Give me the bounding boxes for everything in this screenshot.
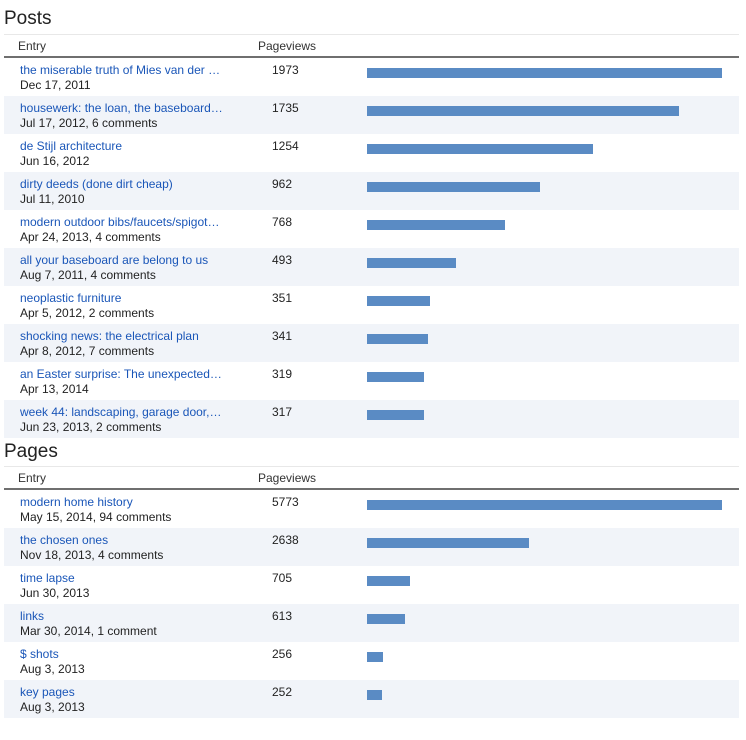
table-row: modern outdoor bibs/faucets/spigot… Apr … bbox=[4, 210, 739, 248]
pages-header-pageviews: Pageviews bbox=[258, 471, 317, 485]
pageviews-value: 317 bbox=[272, 405, 293, 419]
entry-link[interactable]: dirty deeds (done dirt cheap) bbox=[20, 177, 173, 191]
pageviews-bar bbox=[367, 68, 722, 78]
pageviews-bar bbox=[367, 410, 424, 420]
entry-meta: Jul 11, 2010 bbox=[20, 192, 85, 206]
pageviews-value: 256 bbox=[272, 647, 293, 661]
posts-section-title: Posts bbox=[4, 8, 52, 29]
table-row: the miserable truth of Mies van der … De… bbox=[4, 58, 739, 96]
pageviews-bar bbox=[367, 220, 505, 230]
entry-meta: May 15, 2014, 94 comments bbox=[20, 510, 172, 524]
entry-meta: Apr 8, 2012, 7 comments bbox=[20, 344, 155, 358]
pageviews-bar bbox=[367, 614, 405, 624]
entry-meta: Nov 18, 2013, 4 comments bbox=[20, 548, 164, 562]
table-row: week 44: landscaping, garage door,… Jun … bbox=[4, 400, 739, 438]
table-row: time lapse Jun 30, 2013 705 bbox=[4, 566, 739, 604]
entry-link[interactable]: week 44: landscaping, garage door,… bbox=[20, 405, 222, 419]
pageviews-value: 768 bbox=[272, 215, 293, 229]
pageviews-value: 493 bbox=[272, 253, 293, 267]
entry-meta: Dec 17, 2011 bbox=[20, 78, 91, 92]
pageviews-bar bbox=[367, 182, 540, 192]
posts-header-entry: Entry bbox=[18, 39, 47, 53]
pageviews-value: 1735 bbox=[272, 101, 299, 115]
table-row: de Stijl architecture Jun 16, 2012 1254 bbox=[4, 134, 739, 172]
table-row: modern home history May 15, 2014, 94 com… bbox=[4, 490, 739, 528]
pageviews-value: 341 bbox=[272, 329, 293, 343]
entry-link[interactable]: time lapse bbox=[20, 571, 75, 585]
entry-meta: Jun 23, 2013, 2 comments bbox=[20, 420, 162, 434]
pages-section-title: Pages bbox=[4, 441, 58, 462]
entry-link[interactable]: the miserable truth of Mies van der … bbox=[20, 63, 221, 77]
pageviews-bar bbox=[367, 576, 410, 586]
pageviews-value: 1973 bbox=[272, 63, 299, 77]
pageviews-bar bbox=[367, 538, 529, 548]
pageviews-value: 2638 bbox=[272, 533, 299, 547]
pages-table: Entry Pageviews modern home history May … bbox=[4, 466, 739, 718]
entry-meta: Aug 3, 2013 bbox=[20, 700, 85, 714]
pageviews-value: 613 bbox=[272, 609, 293, 623]
posts-rows: the miserable truth of Mies van der … De… bbox=[4, 58, 739, 438]
entry-link[interactable]: links bbox=[20, 609, 45, 623]
entry-link[interactable]: modern home history bbox=[20, 495, 133, 509]
entry-meta: Apr 13, 2014 bbox=[20, 382, 89, 396]
pageviews-bar bbox=[367, 690, 382, 700]
entry-meta: Aug 3, 2013 bbox=[20, 662, 85, 676]
pages-header-entry: Entry bbox=[18, 471, 47, 485]
table-row: housewerk: the loan, the baseboard… Jul … bbox=[4, 96, 739, 134]
pageviews-bar bbox=[367, 258, 456, 268]
entry-link[interactable]: modern outdoor bibs/faucets/spigot… bbox=[20, 215, 220, 229]
entry-link[interactable]: $ shots bbox=[20, 647, 59, 661]
entry-link[interactable]: all your baseboard are belong to us bbox=[20, 253, 209, 267]
table-row: shocking news: the electrical plan Apr 8… bbox=[4, 324, 739, 362]
table-row: an Easter surprise: The unexpected… Apr … bbox=[4, 362, 739, 400]
table-row: dirty deeds (done dirt cheap) Jul 11, 20… bbox=[4, 172, 739, 210]
entry-meta: Apr 24, 2013, 4 comments bbox=[20, 230, 161, 244]
posts-header-pageviews: Pageviews bbox=[258, 39, 317, 53]
entry-link[interactable]: an Easter surprise: The unexpected… bbox=[20, 367, 222, 381]
pageviews-bar bbox=[367, 372, 424, 382]
table-row: neoplastic furniture Apr 5, 2012, 2 comm… bbox=[4, 286, 739, 324]
pageviews-value: 319 bbox=[272, 367, 293, 381]
entry-link[interactable]: de Stijl architecture bbox=[20, 139, 123, 153]
entry-meta: Apr 5, 2012, 2 comments bbox=[20, 306, 155, 320]
pageviews-bar bbox=[367, 144, 593, 154]
pageviews-value: 1254 bbox=[272, 139, 299, 153]
entry-link[interactable]: shocking news: the electrical plan bbox=[20, 329, 199, 343]
pages-rows: modern home history May 15, 2014, 94 com… bbox=[4, 490, 739, 718]
pages-table-header: Entry Pageviews bbox=[4, 466, 739, 490]
entry-meta: Jul 17, 2012, 6 comments bbox=[20, 116, 158, 130]
entry-link[interactable]: housewerk: the loan, the baseboard… bbox=[20, 101, 223, 115]
pageviews-bar bbox=[367, 652, 383, 662]
pageviews-bar bbox=[367, 334, 428, 344]
entry-link[interactable]: neoplastic furniture bbox=[20, 291, 122, 305]
pageviews-value: 252 bbox=[272, 685, 293, 699]
entry-meta: Mar 30, 2014, 1 comment bbox=[20, 624, 157, 638]
pageviews-value: 962 bbox=[272, 177, 293, 191]
entry-meta: Jun 30, 2013 bbox=[20, 586, 90, 600]
table-row: $ shots Aug 3, 2013 256 bbox=[4, 642, 739, 680]
posts-table: Entry Pageviews the miserable truth of M… bbox=[4, 34, 739, 438]
table-row: key pages Aug 3, 2013 252 bbox=[4, 680, 739, 718]
entry-link[interactable]: key pages bbox=[20, 685, 75, 699]
table-row: links Mar 30, 2014, 1 comment 613 bbox=[4, 604, 739, 642]
entry-meta: Jun 16, 2012 bbox=[20, 154, 90, 168]
pageviews-value: 5773 bbox=[272, 495, 299, 509]
table-row: the chosen ones Nov 18, 2013, 4 comments… bbox=[4, 528, 739, 566]
pageviews-value: 351 bbox=[272, 291, 293, 305]
pageviews-bar bbox=[367, 106, 679, 116]
pageviews-value: 705 bbox=[272, 571, 293, 585]
pageviews-bar bbox=[367, 296, 430, 306]
posts-table-header: Entry Pageviews bbox=[4, 34, 739, 58]
pageviews-bar bbox=[367, 500, 722, 510]
entry-meta: Aug 7, 2011, 4 comments bbox=[20, 268, 156, 282]
table-row: all your baseboard are belong to us Aug … bbox=[4, 248, 739, 286]
entry-link[interactable]: the chosen ones bbox=[20, 533, 109, 547]
